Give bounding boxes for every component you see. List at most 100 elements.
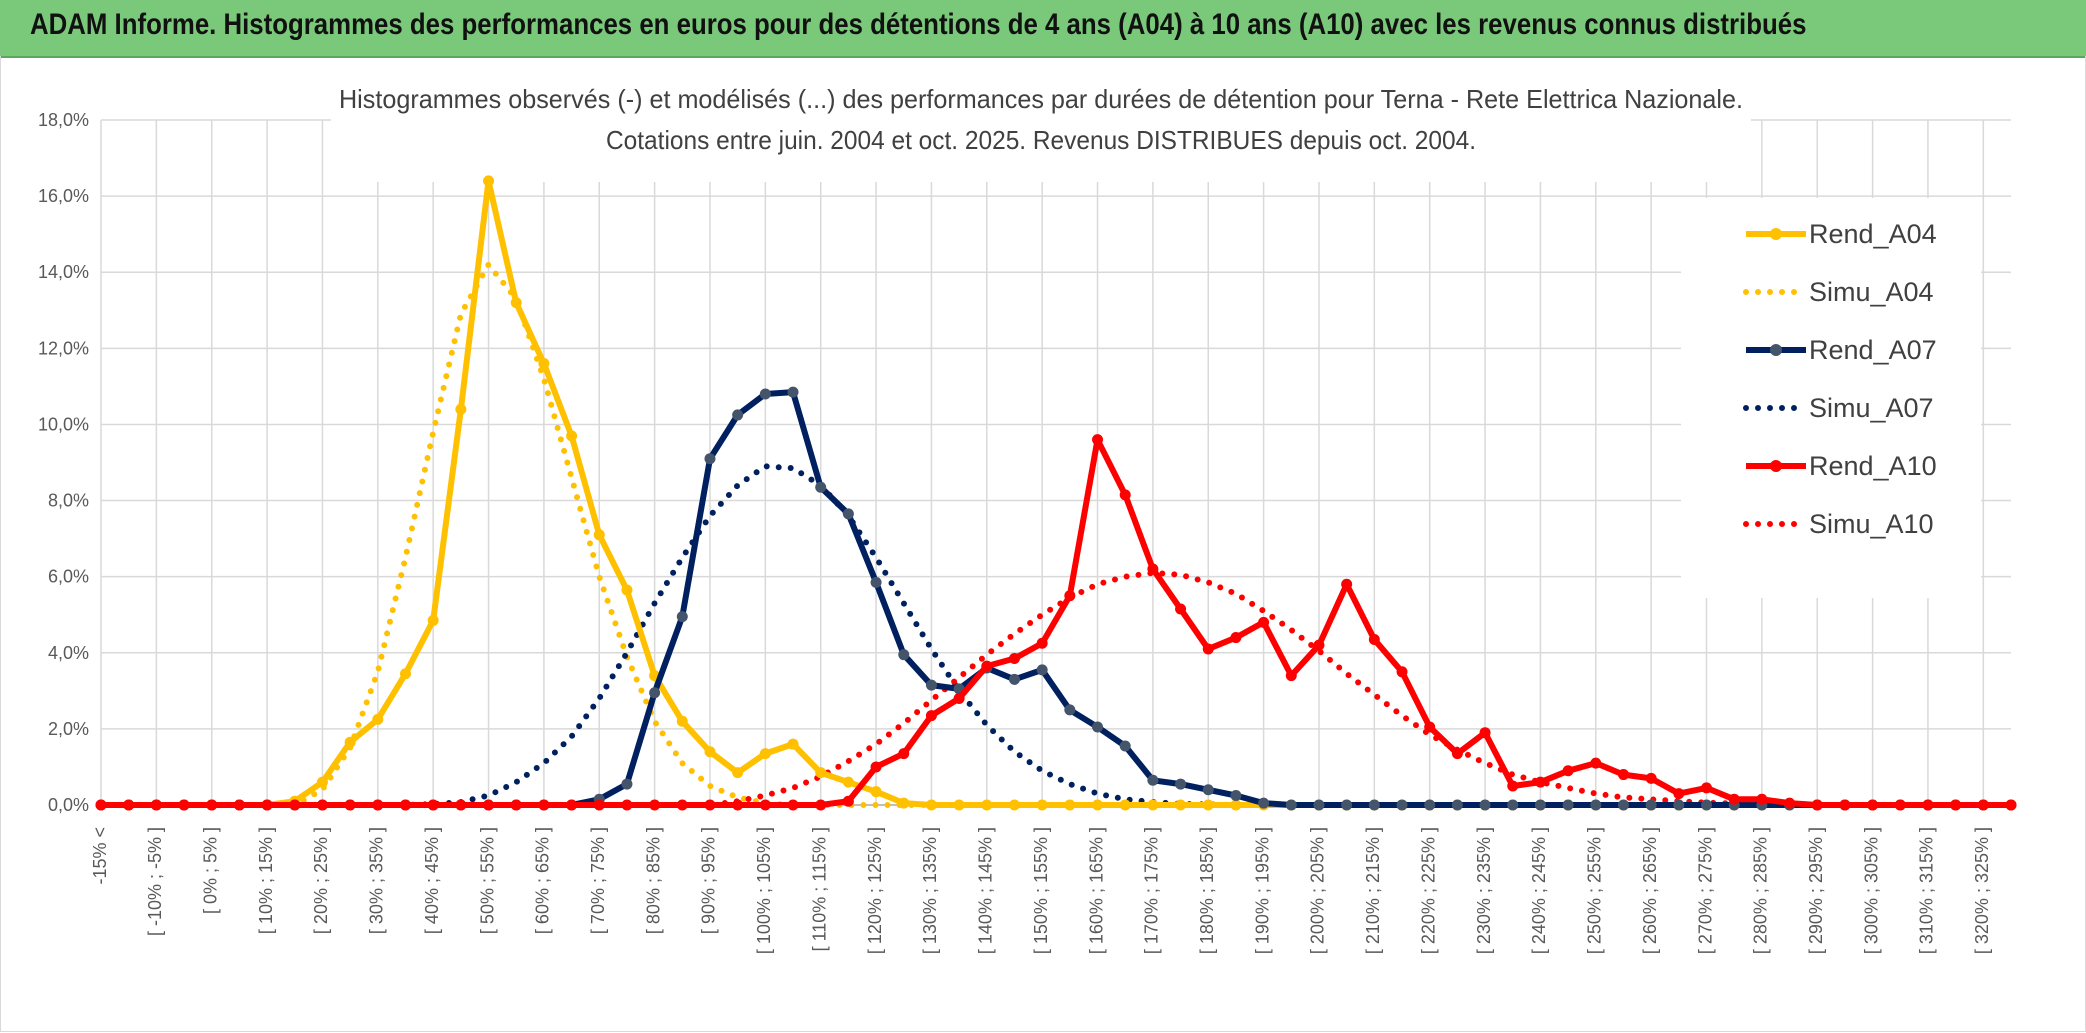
data-point-rend_a07 — [787, 386, 799, 398]
data-point-rend_a07 — [676, 611, 688, 623]
data-point-rend_a10 — [1617, 769, 1629, 781]
y-tick-label: 14,0% — [38, 262, 89, 282]
data-point-rend_a04 — [759, 748, 771, 760]
data-point-rend_a10 — [1950, 799, 1962, 811]
data-point-rend_a10 — [150, 799, 162, 811]
data-point-rend_a10 — [1147, 563, 1159, 575]
data-point-rend_a10 — [1894, 799, 1906, 811]
data-point-rend_a07 — [1701, 799, 1713, 811]
data-point-rend_a04 — [676, 715, 688, 727]
data-point-rend_a07 — [1590, 799, 1602, 811]
data-point-rend_a04 — [815, 767, 827, 779]
x-tick-label: [ 120% ; 125% ] — [865, 827, 885, 954]
data-point-rend_a10 — [1728, 793, 1740, 805]
legend-label: Simu_A07 — [1809, 393, 1934, 423]
legend-marker — [1770, 228, 1782, 240]
data-point-rend_a10 — [1756, 793, 1768, 805]
data-point-rend_a04 — [621, 584, 633, 596]
data-point-rend_a10 — [455, 799, 467, 811]
x-tick-label: [ 190% ; 195% ] — [1252, 827, 1272, 954]
data-point-rend_a04 — [372, 713, 384, 725]
legend-label: Rend_A04 — [1809, 219, 1937, 249]
chart-title: Histogrammes observés (-) et modélisés (… — [331, 82, 1751, 182]
legend-marker — [1770, 460, 1782, 472]
data-point-rend_a10 — [399, 799, 411, 811]
data-point-rend_a10 — [233, 799, 245, 811]
data-point-rend_a07 — [1562, 799, 1574, 811]
y-tick-label: 4,0% — [48, 643, 89, 663]
data-point-rend_a04 — [399, 668, 411, 680]
chart-legend: Rend_A04 Simu_A04 Rend_A07 Simu_A07 Rend_A10… — [1681, 198, 1981, 598]
x-tick-label: [ 0% ; 5% ] — [200, 827, 220, 914]
data-point-rend_a10 — [1036, 637, 1048, 649]
data-point-rend_a10 — [815, 799, 827, 811]
histogram-chart: Histogrammes observés (-) et modélisés (… — [38, 82, 2017, 954]
x-tick-label: [ 20% ; 25% ] — [311, 827, 331, 934]
data-point-rend_a10 — [261, 799, 273, 811]
data-point-rend_a07 — [1368, 799, 1380, 811]
data-point-rend_a07 — [1617, 799, 1629, 811]
data-point-rend_a10 — [1119, 489, 1131, 501]
x-tick-label: [ 310% ; 315% ] — [1917, 827, 1937, 954]
x-tick-label: [ 240% ; 245% ] — [1529, 827, 1549, 954]
data-point-rend_a10 — [1811, 799, 1823, 811]
y-tick-label: 6,0% — [48, 567, 89, 587]
data-point-rend_a10 — [1784, 797, 1796, 809]
data-point-rend_a10 — [538, 799, 550, 811]
data-point-rend_a10 — [1258, 616, 1270, 628]
header-banner: ADAM Informe. Histogrammes des performan… — [0, 0, 2086, 58]
data-point-rend_a07 — [1285, 799, 1297, 811]
data-point-rend_a07 — [1341, 799, 1353, 811]
y-tick-label: 0,0% — [48, 795, 89, 815]
x-tick-label: [ 50% ; 55% ] — [477, 827, 497, 934]
chart-title-line: Cotations entre juin. 2004 et oct. 2025.… — [606, 125, 1476, 155]
x-tick-label: [ 210% ; 215% ] — [1363, 827, 1383, 954]
x-tick-label: [ 80% ; 85% ] — [643, 827, 663, 934]
data-point-rend_a10 — [1922, 799, 1934, 811]
y-axis-ticks: 0,0% 2,0% 4,0% 6,0% 8,0% 10,0% 12,0% 14,0% 16,0%… — [38, 110, 89, 815]
data-point-rend_a10 — [621, 799, 633, 811]
y-tick-label: 12,0% — [38, 338, 89, 358]
data-point-rend_a04 — [510, 297, 522, 309]
data-point-rend_a07 — [870, 576, 882, 588]
data-point-rend_a07 — [1230, 789, 1242, 801]
x-tick-label: [ 170% ; 175% ] — [1142, 827, 1162, 954]
data-point-rend_a07 — [1673, 799, 1685, 811]
data-point-rend_a07 — [1119, 740, 1131, 752]
x-axis-ticks: -15% < [ -10% ; -5% ] [ 0% ; 5% ] [ 10% ; 1… — [90, 827, 1992, 954]
data-point-rend_a10 — [898, 748, 910, 760]
data-point-rend_a10 — [593, 799, 605, 811]
data-point-rend_a04 — [1175, 799, 1187, 811]
data-point-rend_a07 — [1507, 799, 1519, 811]
data-point-rend_a04 — [483, 175, 495, 187]
data-point-rend_a07 — [1424, 799, 1436, 811]
title-background — [331, 82, 1751, 182]
chart-frame: Histogrammes observés (-) et modélisés (… — [0, 56, 2086, 1032]
data-point-rend_a07 — [732, 409, 744, 421]
data-point-rend_a10 — [1590, 757, 1602, 769]
data-point-rend_a10 — [2005, 799, 2017, 811]
data-point-rend_a04 — [787, 738, 799, 750]
y-tick-label: 2,0% — [48, 719, 89, 739]
data-point-rend_a04 — [1230, 799, 1242, 811]
legend-label: Simu_A04 — [1809, 277, 1934, 307]
x-tick-label: [ 150% ; 155% ] — [1031, 827, 1051, 954]
data-point-rend_a04 — [1147, 799, 1159, 811]
series-line-rend_a10 — [101, 436, 2011, 808]
data-point-rend_a07 — [1036, 664, 1048, 676]
data-point-rend_a04 — [1119, 799, 1131, 811]
data-point-rend_a10 — [1008, 652, 1020, 664]
x-tick-label: [ 10% ; 15% ] — [256, 827, 276, 934]
data-point-rend_a10 — [953, 692, 965, 704]
x-tick-label: [ 100% ; 105% ] — [754, 827, 774, 954]
x-tick-label: [ 300% ; 305% ] — [1861, 827, 1881, 954]
data-point-rend_a10 — [1867, 799, 1879, 811]
data-point-rend_a04 — [1008, 799, 1020, 811]
x-tick-label: [ 260% ; 265% ] — [1640, 827, 1660, 954]
legend-marker — [1770, 344, 1782, 356]
data-point-rend_a10 — [1645, 772, 1657, 784]
data-point-rend_a10 — [316, 799, 328, 811]
data-point-rend_a04 — [593, 529, 605, 541]
y-tick-label: 16,0% — [38, 186, 89, 206]
data-point-rend_a04 — [566, 430, 578, 442]
